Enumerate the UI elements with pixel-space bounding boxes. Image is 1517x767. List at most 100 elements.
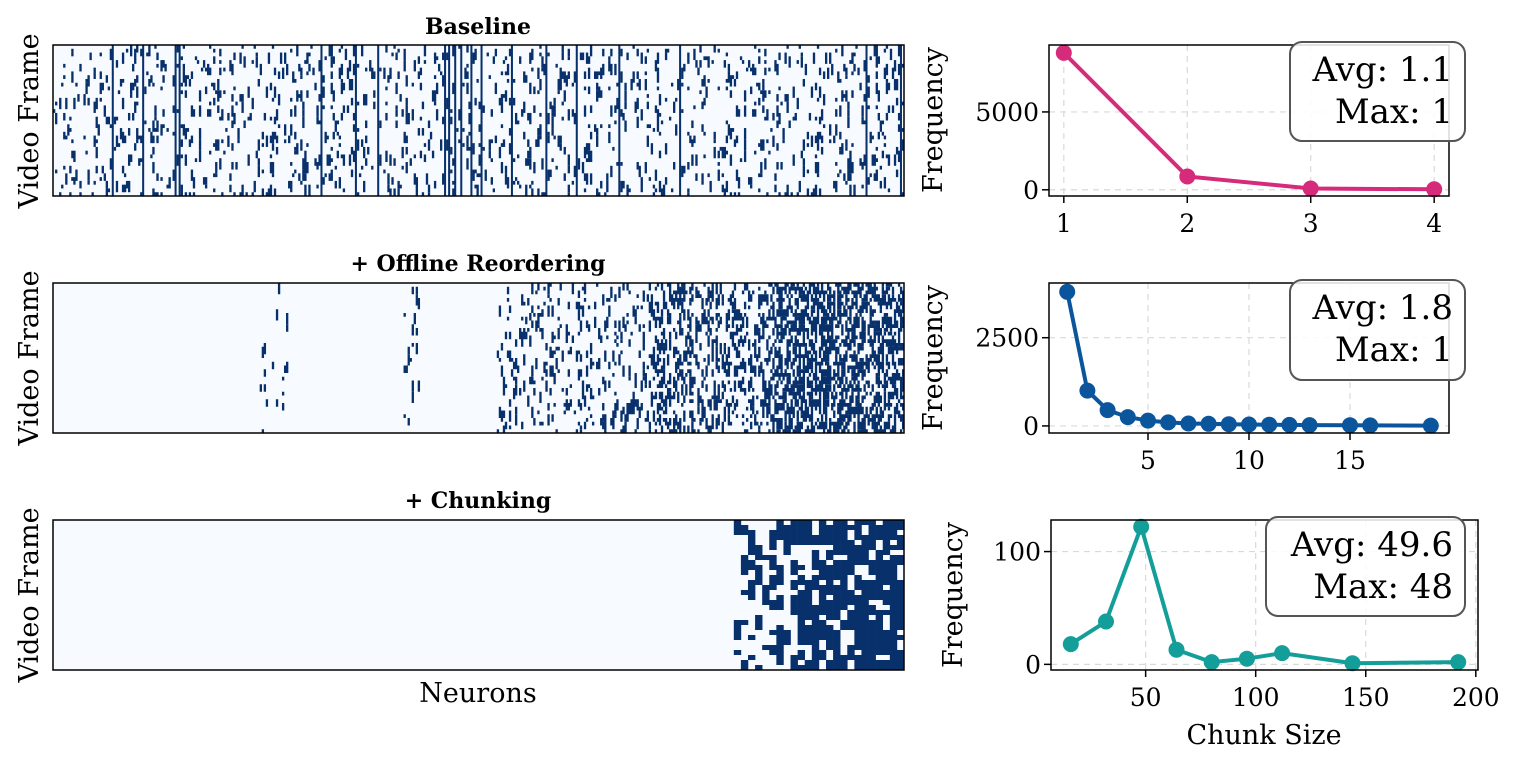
- heatmap-cell: [152, 146, 155, 155]
- heatmap-cell: [306, 143, 309, 147]
- heatmap-cell: [818, 620, 827, 640]
- heatmap-cell: [772, 373, 775, 381]
- heatmap-cell: [624, 425, 627, 433]
- heatmap-cell: [675, 414, 678, 426]
- heatmap-cell: [827, 391, 830, 400]
- heatmap-cell: [782, 309, 785, 321]
- heatmap-cell: [822, 71, 826, 79]
- heatmap-cell: [877, 376, 880, 388]
- heatmap-cell: [750, 67, 753, 72]
- heatmap-cell: [681, 67, 684, 79]
- heatmap-cell: [810, 135, 814, 147]
- heatmap-cell: [310, 45, 313, 49]
- heatmap-cell: [253, 45, 256, 49]
- heatmap-cell: [63, 165, 66, 170]
- heatmap-cell: [498, 97, 502, 106]
- heatmap-cell: [891, 354, 895, 366]
- heatmap-cell: [689, 320, 692, 332]
- heatmap-cell: [873, 309, 876, 313]
- heatmap-cell: [596, 82, 599, 91]
- heatmap-cell: [598, 388, 601, 396]
- heatmap-cell: [324, 131, 327, 144]
- heatmap-cell: [873, 395, 876, 407]
- heatmap-cell: [723, 188, 726, 196]
- heatmap-cell: [725, 324, 729, 328]
- heatmap-cell: [893, 361, 897, 366]
- heatmap-cell: [121, 184, 125, 193]
- heatmap-cell: [711, 350, 714, 362]
- heatmap-cell: [825, 665, 834, 670]
- heatmap-cell: [854, 575, 862, 590]
- heatmap-cell: [754, 414, 757, 426]
- heatmap-cell: [93, 101, 96, 113]
- heatmap-cell: [887, 361, 891, 366]
- heatmap-cell: [847, 365, 850, 373]
- heatmap-cell: [646, 294, 649, 302]
- heatmap-cell: [648, 283, 652, 291]
- heatmap-cell: [855, 45, 858, 49]
- heatmap-cell: [593, 71, 597, 79]
- heatmap-cell: [583, 71, 587, 79]
- heatmap-cell: [794, 376, 797, 388]
- heatmap-cell: [267, 188, 271, 196]
- heatmap-cell: [784, 384, 787, 392]
- heatmap-cell: [833, 421, 836, 433]
- heatmap-cell: [330, 71, 333, 79]
- heatmap-cell: [776, 94, 779, 102]
- heatmap-cell: [533, 418, 536, 426]
- heatmap-cell: [847, 305, 850, 310]
- heatmap-cell: [656, 86, 660, 91]
- heatmap-cell: [780, 309, 783, 317]
- heatmap-cell: [776, 645, 784, 665]
- stats-max: Max: 1: [1335, 330, 1453, 370]
- heatmap-cell: [800, 343, 803, 347]
- heatmap-cell: [788, 373, 791, 385]
- heatmap-cell: [573, 410, 577, 415]
- heatmap-cell: [539, 391, 542, 403]
- heatmap-cell: [747, 580, 756, 600]
- heatmap-cell: [804, 585, 813, 600]
- heatmap-cell: [121, 52, 125, 64]
- heatmap-cell: [172, 169, 175, 181]
- heatmap-cell: [286, 324, 289, 332]
- heatmap-cell: [786, 45, 789, 49]
- heatmap-cell: [476, 78, 479, 83]
- heatmap-cell: [415, 177, 419, 189]
- heatmap-cell: [417, 71, 421, 79]
- heatmap-cell: [198, 128, 202, 140]
- heatmap-cell: [668, 373, 672, 385]
- heatmap-cell: [553, 135, 556, 140]
- heatmap-cell: [816, 418, 820, 422]
- heatmap-cell: [662, 369, 666, 381]
- heatmap-cell: [539, 112, 542, 117]
- heatmap-cell: [527, 328, 530, 332]
- heatmap-cell: [808, 414, 812, 422]
- heatmap-cell: [583, 173, 587, 181]
- heatmap-cell: [656, 316, 660, 321]
- heatmap-cell: [754, 346, 757, 358]
- heatmap-cell: [277, 124, 281, 129]
- heatmap-cell: [731, 335, 735, 347]
- heatmap-cell: [893, 384, 897, 396]
- heatmap-cell: [715, 298, 718, 310]
- heatmap-cell: [298, 173, 301, 181]
- heatmap-cell: [563, 146, 566, 155]
- heatmap-cell: [725, 369, 729, 377]
- heatmap-cell: [504, 421, 508, 430]
- heatmap-cell: [589, 105, 593, 113]
- heatmap-cell: [829, 335, 832, 343]
- heatmap-cell: [666, 388, 670, 400]
- heatmap-cell: [261, 169, 265, 174]
- heatmap-cell: [531, 406, 534, 418]
- heatmap-cell: [713, 131, 716, 140]
- heatmap-cell: [810, 328, 814, 336]
- heatmap-cell: [504, 331, 508, 340]
- heatmap-cell: [806, 354, 810, 362]
- heatmap-cell: [847, 298, 850, 302]
- heatmap-cell: [879, 180, 883, 189]
- heatmap-cell: [837, 429, 840, 433]
- heatmap-cell: [772, 365, 775, 370]
- heatmap-cell: [646, 365, 649, 370]
- heatmap-cell: [557, 316, 560, 321]
- heatmap-cell: [184, 128, 188, 140]
